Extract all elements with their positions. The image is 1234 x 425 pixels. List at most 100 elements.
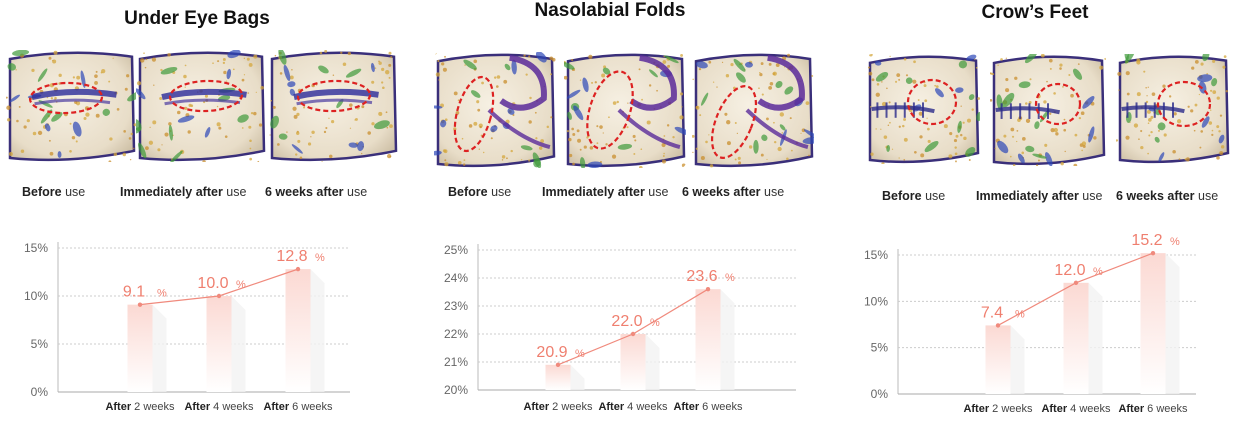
caption-immediately: Immediately after use: [976, 189, 1103, 203]
data-point: [1150, 250, 1156, 256]
skin-scan-6-weeks: [1116, 54, 1230, 164]
skin-scan-immediately: [564, 52, 686, 168]
x-tick-label: After 4 weeks: [184, 401, 254, 413]
data-point: [216, 293, 222, 299]
caption-immediately: Immediately after use: [542, 185, 669, 199]
data-point: [1073, 280, 1079, 285]
data-point: [137, 302, 143, 307]
data-label-unit: %: [725, 272, 735, 284]
x-tick-label: After 6 weeks: [1118, 403, 1188, 415]
panel-title: Nasolabial Folds: [534, 0, 686, 21]
caption-before: Before use: [448, 185, 512, 199]
bar: [206, 296, 232, 392]
data-label: 7.4: [981, 304, 1003, 321]
data-label: 23.6: [686, 268, 717, 285]
data-label-unit: %: [236, 279, 246, 291]
y-tick-label: 10%: [24, 289, 48, 303]
x-tick-label: After 6 weeks: [673, 401, 743, 413]
data-label-unit: %: [575, 348, 585, 360]
y-tick-label: 5%: [871, 341, 889, 355]
x-tick-label: After 2 weeks: [105, 401, 175, 413]
y-tick-label: 5%: [31, 337, 49, 351]
bar: [1063, 282, 1089, 394]
y-tick-label: 22%: [444, 327, 468, 341]
y-tick-label: 20%: [444, 383, 468, 397]
improvement-chart: 20% 21% 22% 23% 24% 25% 20.9% 22.0% 23.6% After 2…: [420, 220, 810, 420]
bar-shadow: [1010, 325, 1025, 394]
highlight-ellipse: [168, 79, 244, 113]
y-tick-label: 23%: [444, 299, 468, 313]
skin-scan-before: [6, 50, 136, 162]
bar: [695, 289, 721, 390]
panel-crows-feet: Crow’s Feet Before use Immediately after…: [840, 0, 1234, 425]
skin-scan-immediately: [990, 54, 1106, 166]
skin-scan-immediately: [136, 50, 266, 162]
bar: [620, 334, 646, 390]
highlight-ellipse: [1156, 80, 1212, 128]
highlight-ellipse: [586, 70, 634, 150]
data-label-unit: %: [315, 252, 325, 264]
y-tick-label: 15%: [864, 248, 888, 262]
skin-scan-before: [434, 52, 556, 168]
y-tick-label: 10%: [864, 294, 888, 308]
bar-shadow: [570, 364, 585, 390]
data-point: [705, 287, 711, 292]
data-label-unit: %: [1093, 266, 1103, 278]
improvement-chart: 0% 5% 10% 15% 9.1% 10.0% 12.8% After 2 weeks Aft…: [0, 210, 390, 420]
x-tick-label: After 4 weeks: [598, 401, 668, 413]
bar-shadow: [720, 289, 735, 390]
bar-shadow: [231, 296, 246, 392]
skin-scan-before: [866, 54, 980, 164]
x-tick-label: After 4 weeks: [1041, 403, 1111, 415]
panel-title: Under Eye Bags: [124, 8, 270, 29]
bar: [1140, 253, 1166, 394]
caption-6-weeks: 6 weeks after use: [682, 185, 785, 199]
bar: [545, 364, 571, 390]
highlight-ellipse: [1034, 82, 1082, 126]
data-point: [630, 331, 636, 337]
x-tick-label: After 6 weeks: [263, 401, 333, 413]
bar-shadow: [310, 269, 325, 392]
panel-nasolabial-folds: Nasolabial Folds Before use Immediately …: [420, 0, 820, 425]
data-label: 20.9: [536, 344, 567, 361]
data-point: [555, 362, 561, 367]
improvement-chart: 0% 5% 10% 15% 7.4% 12.0% 15.2% After 2 weeks Aft…: [840, 218, 1230, 418]
bar: [285, 269, 311, 392]
y-tick-label: 21%: [444, 355, 468, 369]
data-label: 12.8: [276, 248, 307, 265]
data-label-unit: %: [1015, 308, 1025, 320]
x-tick-label: After 2 weeks: [963, 403, 1033, 415]
caption-6-weeks: 6 weeks after use: [265, 185, 368, 199]
data-label: 15.2: [1131, 232, 1162, 249]
data-label: 12.0: [1054, 262, 1085, 279]
bar-shadow: [152, 304, 167, 392]
y-tick-label: 25%: [444, 243, 468, 257]
x-tick-label: After 2 weeks: [523, 401, 593, 413]
skin-scan-6-weeks: [692, 52, 814, 168]
y-tick-label: 24%: [444, 271, 468, 285]
caption-6-weeks: 6 weeks after use: [1116, 189, 1219, 203]
skin-scan-6-weeks: [268, 50, 398, 162]
y-tick-label: 15%: [24, 241, 48, 255]
bar-shadow: [1165, 253, 1180, 394]
y-tick-label: 0%: [871, 387, 889, 401]
highlight-ellipse: [296, 79, 372, 113]
highlight-ellipse: [906, 78, 958, 126]
data-label: 22.0: [611, 313, 642, 330]
bar: [985, 325, 1011, 394]
bar: [127, 304, 153, 392]
data-point: [295, 266, 301, 272]
data-point: [995, 323, 1001, 328]
bar-shadow: [1088, 282, 1103, 394]
data-label-unit: %: [1170, 236, 1180, 248]
y-tick-label: 0%: [31, 385, 49, 399]
data-label: 9.1: [123, 284, 145, 301]
panel-title: Crow’s Feet: [981, 2, 1089, 23]
highlight-ellipse: [28, 81, 104, 115]
panel-under-eye-bags: Under Eye Bags Before use Immediately af…: [0, 0, 400, 425]
data-label: 10.0: [197, 275, 228, 292]
data-label-unit: %: [650, 317, 660, 329]
caption-before: Before use: [882, 189, 946, 203]
bar-shadow: [645, 334, 660, 390]
caption-immediately: Immediately after use: [120, 185, 247, 199]
